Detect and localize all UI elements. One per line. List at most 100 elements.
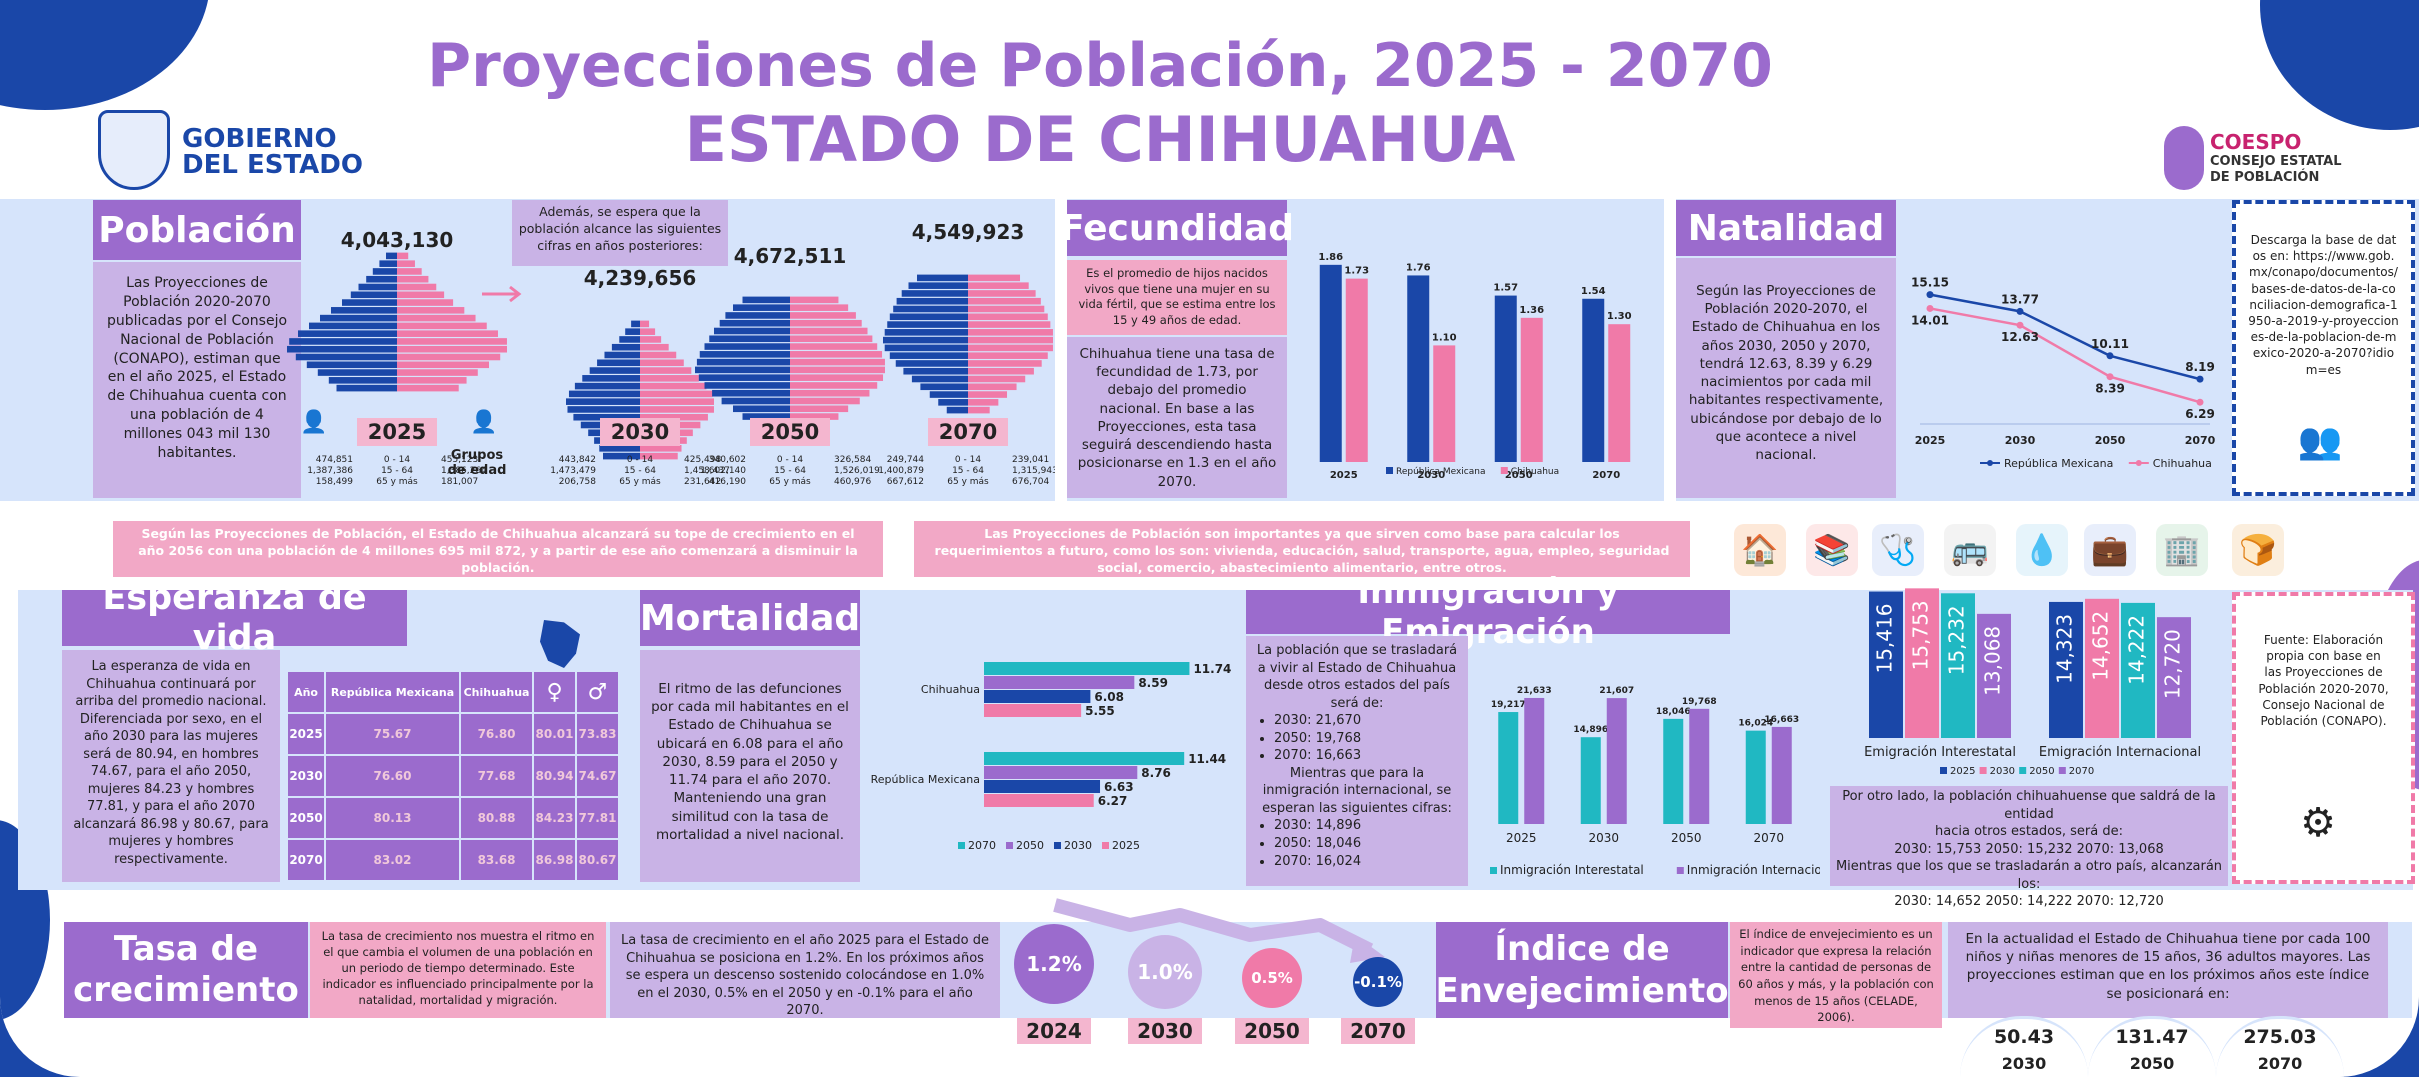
data-label: 6.63 [1104,780,1134,794]
table-header-cell: ♀ [534,672,576,712]
data-label: 1.36 [1519,305,1544,316]
gear-people-icon: ⚙ [2300,800,2336,846]
gov-logo-line1: GOBIERNO [182,124,337,154]
emigracion-chart: 15,416 15,753 15,232 13,068 Emigración Inter… [1864,588,2201,776]
population-pyramid [695,296,885,436]
source-text: Fuente: Elaboración propia con base en l… [2258,633,2389,728]
pyramid-bar-male [893,305,968,313]
chart-bar [2157,617,2191,738]
pyramid-bar-female [968,274,1021,282]
shield-icon [98,110,170,190]
table-year-cell: 2070 [288,840,325,880]
pyramid-bar-male [704,382,790,389]
chart-bar [984,752,1185,765]
esperanza-text: La esperanza de vida en Chihuahua contin… [62,650,280,882]
pyramid-bar-male [366,275,397,283]
pyramid-bar-female [968,383,1017,391]
emig-text2: hacia otros estados, será de: [1935,824,2123,840]
list-item: 2050: 18,046 [1274,835,1462,853]
data-point [2016,307,2024,315]
legend-swatch [1940,767,1947,774]
pyramid-bar-female [968,391,1008,398]
growth-rate-year: 2024 [1017,1018,1091,1044]
table-cell: 80.94 [534,756,576,796]
pyramid-bar-female [640,452,678,460]
legend-label: República Mexicana [1396,467,1486,477]
pyramid-bar-male [903,367,968,375]
pyramid-bar-male [619,336,640,343]
pyramid-bar-female [790,389,870,397]
data-label: 16,024 [1738,719,1773,729]
migracion-title: Inmigración y Emigración [1246,572,1730,652]
table-cell: 76.60 [326,756,460,796]
female-icon: 👤 [470,410,498,435]
pyramid-bar-female [968,406,990,414]
chart-bar [1663,718,1684,824]
data-point [2016,321,2024,329]
pyramid-bar-male [386,252,397,260]
table-cell: 74.67 [577,756,618,796]
legend-label: 2070 [968,839,996,852]
separator [1055,199,1067,501]
list-item: 2050: 19,768 [1274,730,1462,748]
table-year-cell: 2030 [288,756,325,796]
pyramid-female-value: 425,498 [684,455,722,465]
pyramid-bar-female [397,307,465,314]
pyramid-bar-female [790,304,849,311]
pyramid-bar-male [625,328,640,335]
chart-bar [2121,602,2155,738]
envejecimiento-def: El índice de envejecimiento es un indica… [1730,922,1942,1028]
data-label: 14,896 [1573,725,1608,735]
table-cell: 77.81 [577,798,618,838]
pyramid-bar-female [640,413,708,421]
legend-label: 2025 [1112,839,1140,852]
download-text[interactable]: Descarga la base de datos en: https://ww… [2248,233,2399,377]
fecundidad-title: Fecundidad [1060,200,1294,256]
pyramid-bar-male [714,327,790,335]
mortalidad-chart: 11.74 8.59 6.085.55 Chihuahua 11.44 8.76 6.636… [871,662,1231,852]
crecimiento-def: La tasa de crecimiento nos muestra el ri… [310,922,606,1018]
pyramid-female-value: 1,386,264 [441,466,487,476]
pyramid-bar-female [640,398,714,405]
pyramid-bar-male [938,399,968,406]
data-point [1926,304,1934,312]
pyramid-age-group: 0 - 14 [776,455,804,465]
chart-bar [1524,697,1545,824]
pyramid-bar-female [397,314,476,322]
coespo-line1: CONSEJO ESTATAL [2210,154,2342,169]
table-header-cell: Año [288,672,325,712]
data-label: 11.44 [1188,752,1226,766]
pyramid-female-value: 676,704 [1012,477,1050,487]
pyramid-bar-female [790,343,878,350]
legend-label: 2030 [1064,839,1092,852]
mortalidad-title: Mortalidad [640,590,860,646]
table-cell: 83.02 [326,840,460,880]
tick-label: 2070 [2185,434,2216,447]
envejecimiento-title: Índice de Envejecimiento [1435,922,1729,1018]
table-cell: 86.98 [534,840,576,880]
migracion-text-box: La población que se trasladará a vivir a… [1246,636,1468,886]
data-label: 18,046 [1656,707,1691,717]
bread-icon: 🍞 [2232,524,2284,576]
pyramid-bar-female [397,260,415,267]
crecimiento-title: Tasa de crecimiento [64,922,308,1018]
pyramid-bar-male [582,375,640,382]
data-label: 8.76 [1141,766,1171,780]
pyramid-male-value: 1,400,879 [878,466,924,476]
pyramid-age-group: 0 - 14 [954,455,982,465]
pyramid-bar-female [397,268,422,275]
pyramid-bar-female [397,322,487,330]
pyramid-bar-female [640,336,662,343]
pyramid-bar-female [790,405,849,413]
pyramid-bar-female [968,352,1048,359]
aging-year: 2070 [2257,1054,2303,1073]
pyramid-bar-male [336,384,397,392]
esperanza-title: Esperanza de vida [62,578,407,658]
pyramid-bar-female [968,399,999,406]
pyramid-bar-female [968,360,1042,367]
pyramid-bar-female [790,327,868,335]
pyramid-bar-female [968,336,1053,344]
pyramid-bar-male [712,389,790,397]
pyramid-bar-male [889,352,968,359]
